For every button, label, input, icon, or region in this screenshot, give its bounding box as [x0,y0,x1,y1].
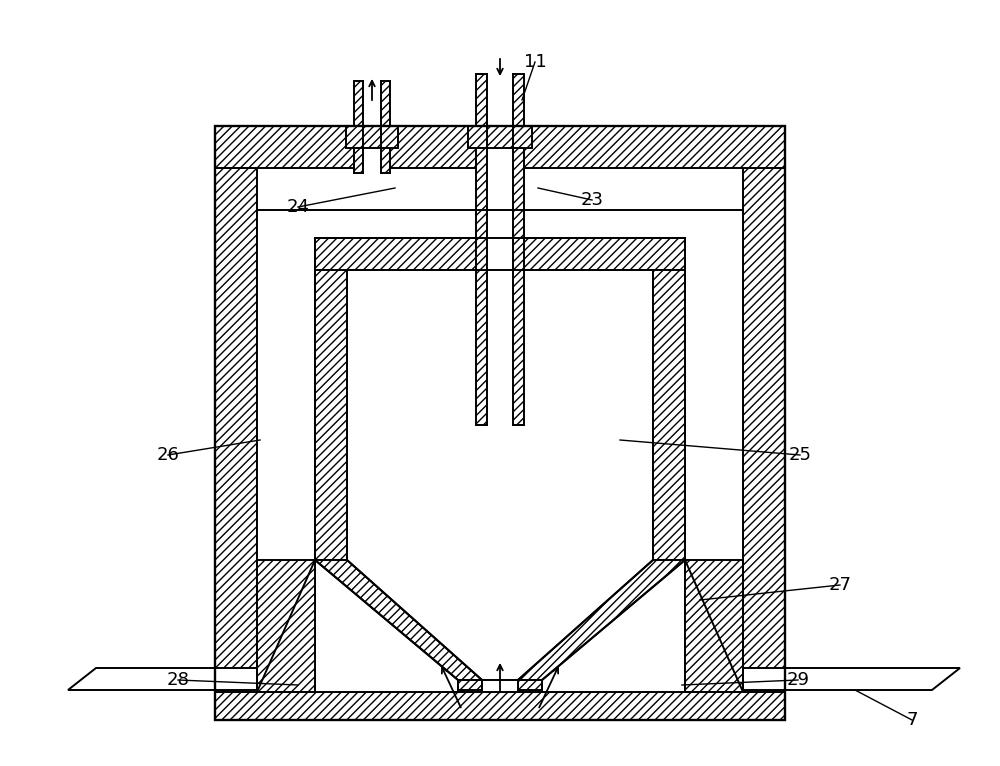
Polygon shape [743,168,785,720]
Polygon shape [487,74,513,425]
Polygon shape [468,126,532,148]
Polygon shape [381,81,390,173]
Polygon shape [347,560,482,680]
Text: 28: 28 [167,671,189,689]
Text: 25: 25 [788,446,812,464]
Text: 29: 29 [786,671,810,689]
Polygon shape [347,270,653,560]
Polygon shape [685,560,743,692]
Polygon shape [685,560,743,692]
Polygon shape [215,168,257,720]
Text: 7: 7 [906,711,918,729]
Polygon shape [215,692,785,720]
Text: 11: 11 [524,53,546,71]
Text: 23: 23 [580,191,604,209]
Polygon shape [476,74,487,425]
Polygon shape [347,560,653,680]
Text: 26: 26 [157,446,179,464]
Polygon shape [315,270,347,560]
Polygon shape [315,560,482,680]
Polygon shape [257,560,315,692]
Polygon shape [653,270,685,560]
Polygon shape [458,680,482,690]
Text: 27: 27 [828,576,852,594]
Text: 24: 24 [287,198,310,216]
Polygon shape [518,560,685,680]
Polygon shape [482,680,518,690]
Polygon shape [513,74,524,425]
Polygon shape [257,210,743,692]
Polygon shape [257,560,315,692]
Polygon shape [363,81,381,173]
Polygon shape [354,81,363,173]
Polygon shape [346,126,398,148]
Polygon shape [518,680,542,690]
Polygon shape [215,126,785,168]
Polygon shape [68,668,960,690]
Polygon shape [315,238,685,270]
